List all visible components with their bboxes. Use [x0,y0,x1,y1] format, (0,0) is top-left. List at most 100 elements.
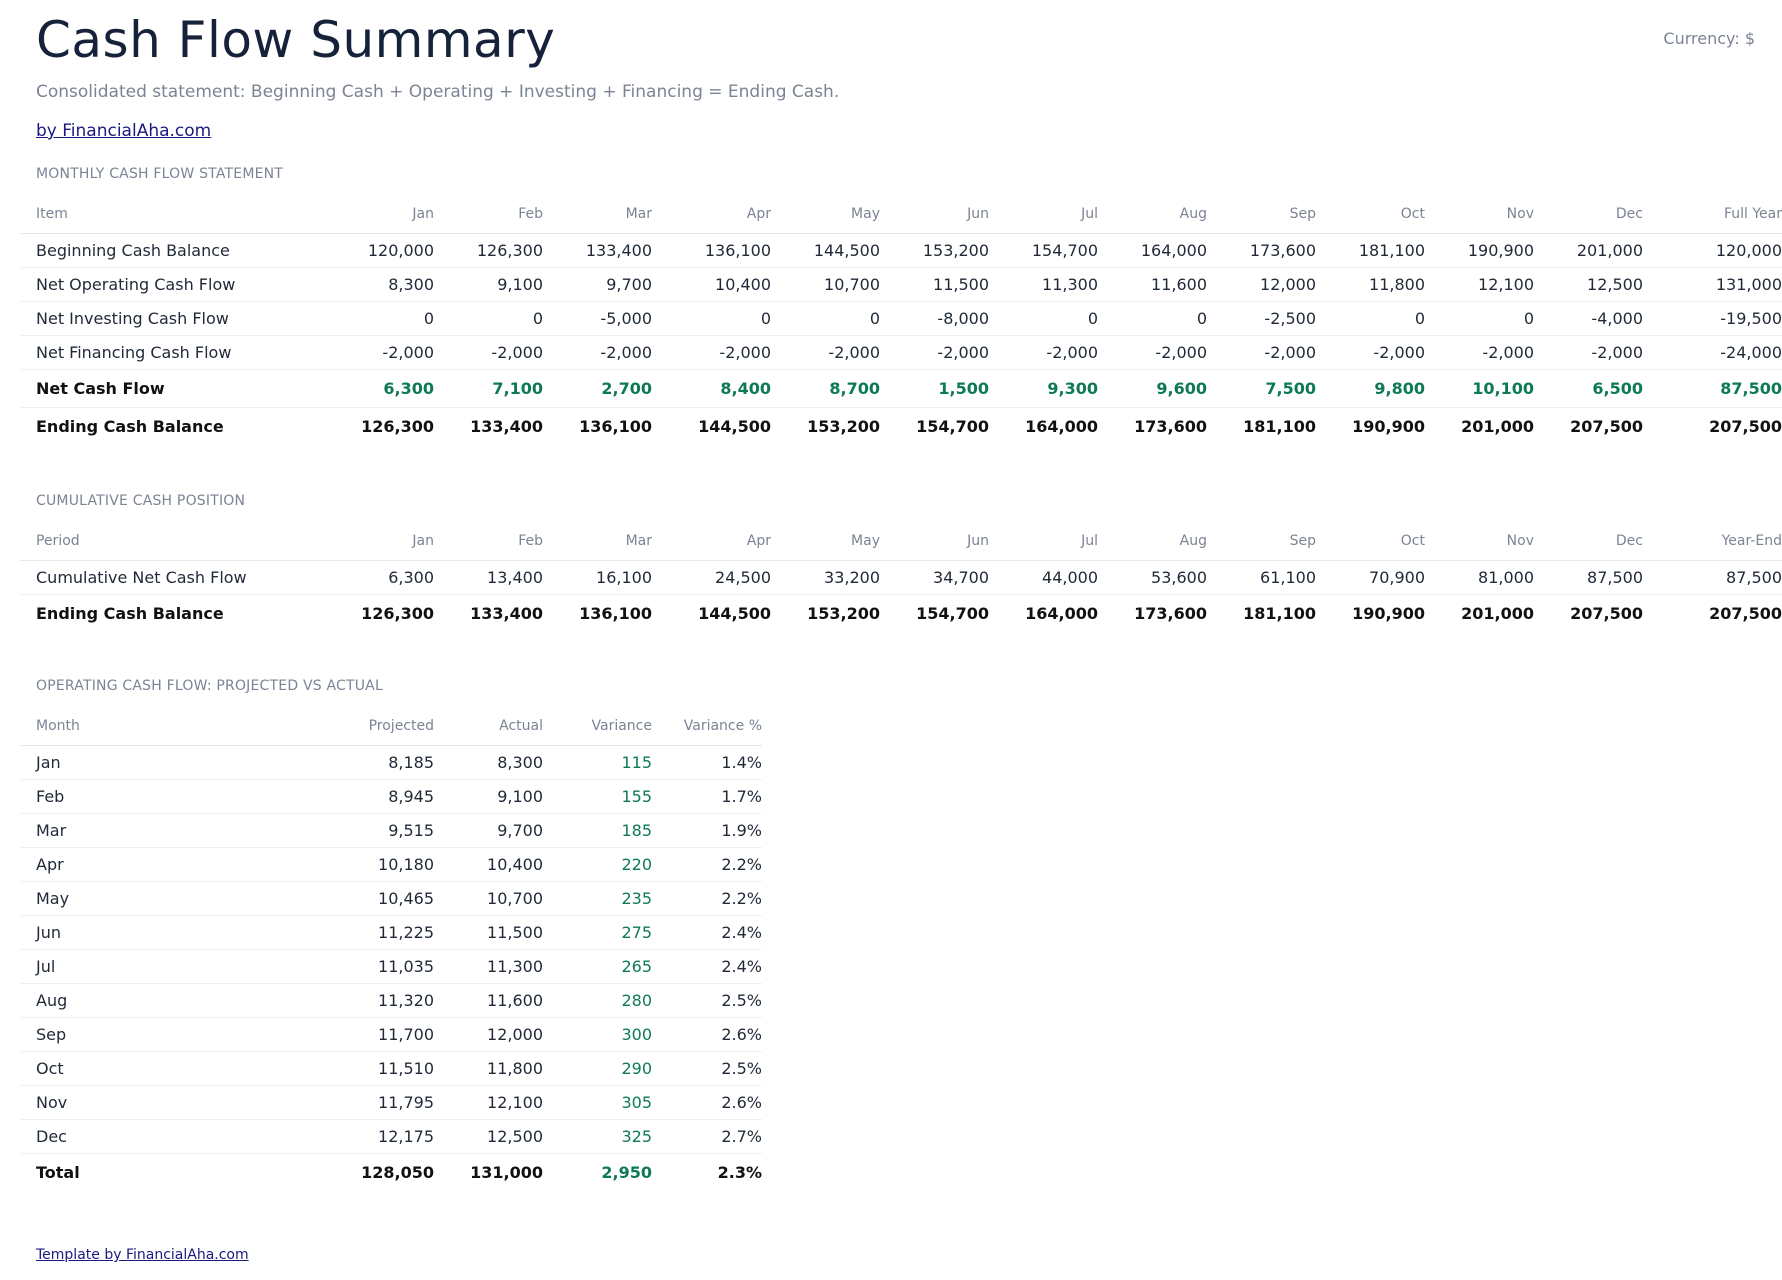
row-label: Total [20,1153,325,1191]
table-cell: 44,000 [989,560,1098,595]
table-cell: -24,000 [1643,335,1782,370]
table-cell: 133,400 [543,233,652,268]
operating-section-title: OPERATING CASH FLOW: PROJECTED VS ACTUAL [36,678,383,694]
column-header: Apr [652,195,771,234]
table-cell: 173,600 [1098,594,1207,632]
table-cell: 10,700 [771,267,880,302]
table-cell: 128,050 [325,1153,434,1191]
column-header: Aug [1098,522,1207,561]
table-cell: 181,100 [1207,407,1316,445]
table-cell: 12,500 [1534,267,1643,302]
row-label: Nov [20,1085,325,1120]
table-cell: 11,500 [880,267,989,302]
table-cell: 207,500 [1643,594,1782,632]
table-cell: 0 [771,301,880,336]
table-row: Beginning Cash Balance 120,000 126,300 133,… [20,233,1782,268]
table-row: Net Investing Cash Flow 0 0 -5,000 0 0 -8,000 0… [20,301,1782,336]
table-cell: 34,700 [880,560,989,595]
row-label: Ending Cash Balance [20,594,325,632]
cumulative-cash-position-table: Period Jan Feb Mar Apr May Jun Jul Aug Sep Oct Nov D… [20,522,1782,632]
table-header-row: Item Jan Feb Mar Apr May Jun Jul Aug Sep Oct Nov Dec… [20,195,1782,234]
column-header: Period [20,522,325,561]
net-cash-flow-row: Net Cash Flow 6,300 7,100 2,700 8,400 8,700 1,… [20,369,1782,408]
row-label: Mar [20,813,325,848]
column-header: May [771,522,880,561]
table-cell: 126,300 [434,233,543,268]
table-cell: -2,000 [543,335,652,370]
table-cell: -2,000 [1534,335,1643,370]
table-cell: 201,000 [1534,233,1643,268]
table-cell: 2.6% [652,1017,762,1052]
row-label: Net Cash Flow [20,369,325,408]
table-cell: -2,000 [325,335,434,370]
column-header: Item [20,195,325,234]
table-header-row: Month Projected Actual Variance Variance % [20,707,762,746]
table-cell: -2,000 [880,335,989,370]
table-cell: 81,000 [1425,560,1534,595]
row-label: Dec [20,1119,325,1154]
table-cell: 11,600 [434,983,543,1018]
table-cell: 131,000 [434,1153,543,1191]
byline-link[interactable]: by FinancialAha.com [36,121,212,141]
row-label: Jan [20,745,325,780]
table-cell: -2,000 [1207,335,1316,370]
table-cell: 11,035 [325,949,434,984]
table-cell: -2,000 [434,335,543,370]
table-cell: 10,700 [434,881,543,916]
table-cell: -4,000 [1534,301,1643,336]
table-cell: 13,400 [434,560,543,595]
column-header: Oct [1316,195,1425,234]
table-cell: 7,500 [1207,369,1316,408]
table-cell: 12,175 [325,1119,434,1154]
table-cell: 2.2% [652,847,762,882]
table-cell: 120,000 [1643,233,1782,268]
table-cell: 136,100 [652,233,771,268]
currency-label: Currency: $ [1663,29,1755,48]
table-cell: 0 [325,301,434,336]
table-cell: 87,500 [1534,560,1643,595]
table-cell: 235 [543,881,652,916]
column-header: Sep [1207,195,1316,234]
table-cell: 190,900 [1425,233,1534,268]
column-header: Jan [325,195,434,234]
table-cell: 87,500 [1643,560,1782,595]
table-cell: 0 [1425,301,1534,336]
table-cell: 11,300 [989,267,1098,302]
table-cell: 8,945 [325,779,434,814]
row-label: Aug [20,983,325,1018]
monthly-section-title: MONTHLY CASH FLOW STATEMENT [36,166,284,182]
table-cell: 190,900 [1316,407,1425,445]
column-header: Apr [652,522,771,561]
row-label: Jul [20,949,325,984]
row-label: Sep [20,1017,325,1052]
table-cell: 11,800 [434,1051,543,1086]
column-header: Jul [989,195,1098,234]
footer-template-link[interactable]: Template by FinancialAha.com [36,1247,249,1263]
column-header: Oct [1316,522,1425,561]
ending-cash-balance-row: Ending Cash Balance 126,300 133,400 136,100… [20,407,1782,445]
table-cell: 8,300 [325,267,434,302]
row-label: May [20,881,325,916]
table-cell: 115 [543,745,652,780]
column-header: Nov [1425,522,1534,561]
table-cell: 2.4% [652,949,762,984]
column-header: Full Year [1643,195,1782,234]
monthly-cash-flow-table: Item Jan Feb Mar Apr May Jun Jul Aug Sep Oct Nov Dec… [20,195,1782,445]
table-cell: 126,300 [325,594,434,632]
table-cell: -2,000 [771,335,880,370]
table-cell: 153,200 [880,233,989,268]
row-label: Beginning Cash Balance [20,233,325,268]
table-cell: 8,300 [434,745,543,780]
row-label: Net Investing Cash Flow [20,301,325,336]
table-cell: 6,500 [1534,369,1643,408]
table-cell: 131,000 [1643,267,1782,302]
table-cell: 6,300 [325,369,434,408]
table-cell: 9,300 [989,369,1098,408]
table-cell: 0 [989,301,1098,336]
table-cell: 12,000 [1207,267,1316,302]
table-cell: 2.6% [652,1085,762,1120]
table-cell: 11,500 [434,915,543,950]
table-cell: 144,500 [652,407,771,445]
column-header: Month [20,707,325,746]
table-cell: 12,000 [434,1017,543,1052]
